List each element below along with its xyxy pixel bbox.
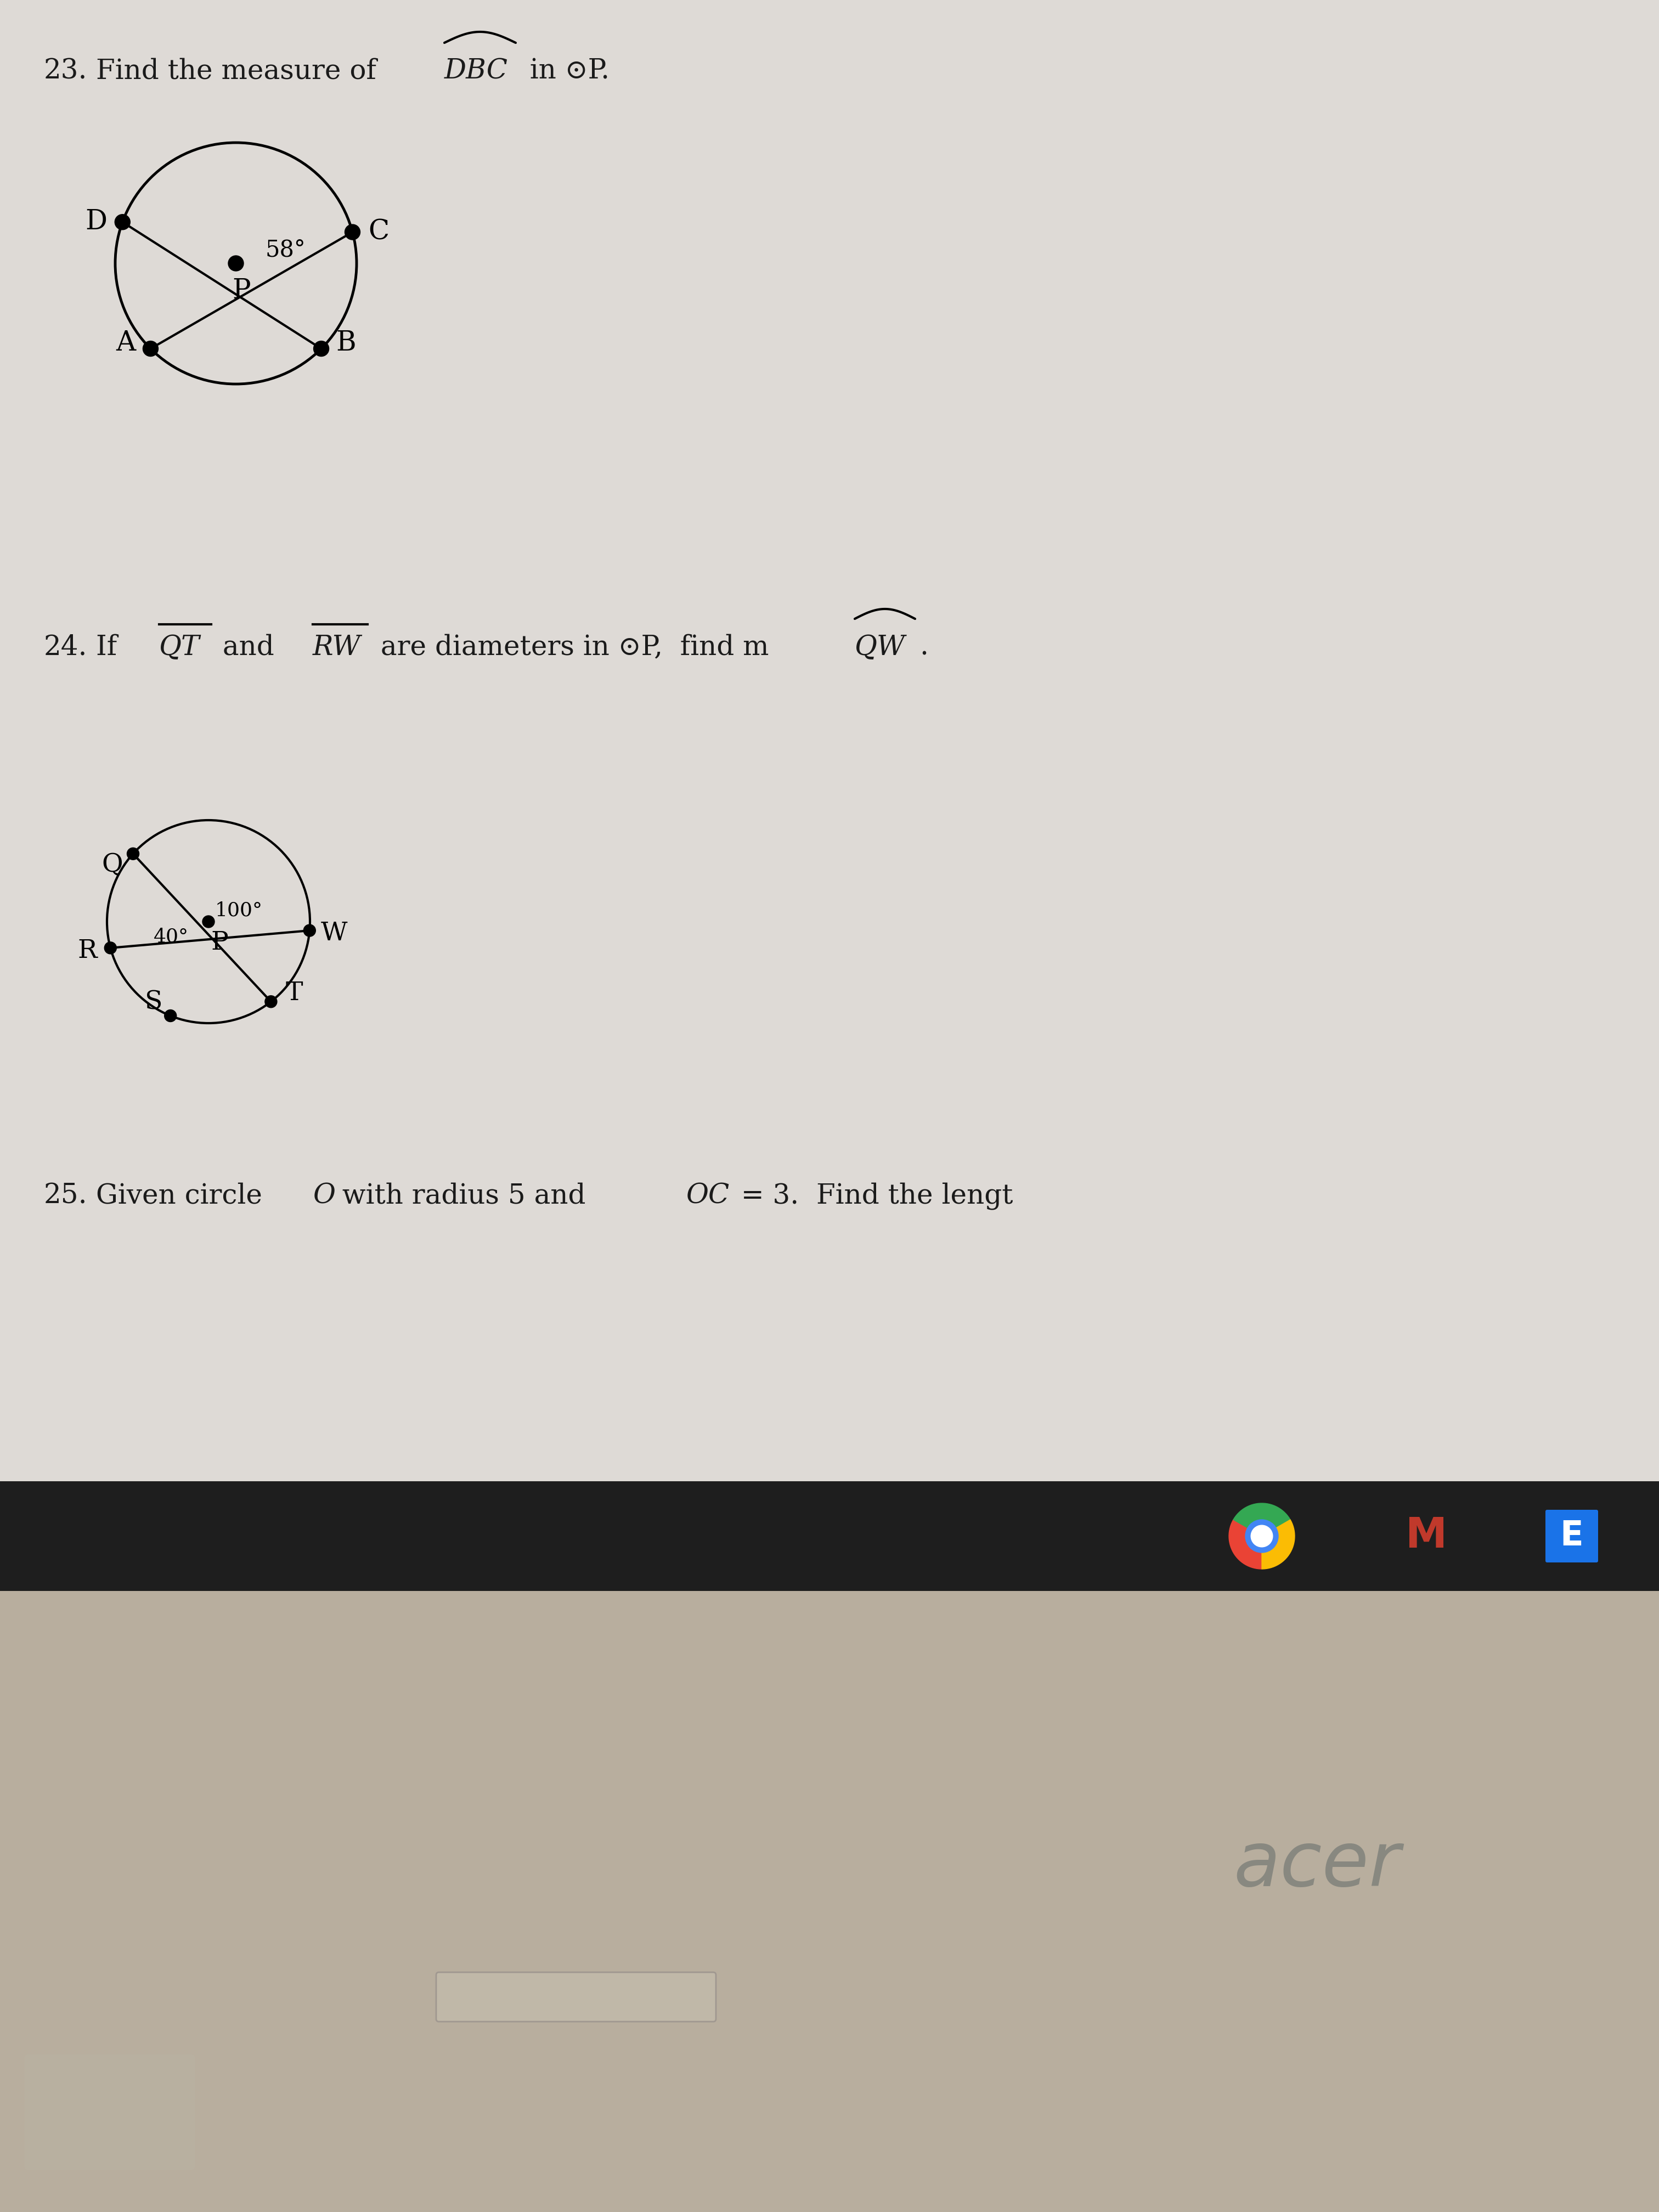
Text: DBC: DBC [445,58,508,84]
Circle shape [229,257,244,272]
Text: If: If [96,635,126,661]
Text: = 3.  Find the lengt: = 3. Find the lengt [732,1181,1014,1210]
Text: M: M [1405,1515,1447,1557]
Circle shape [114,215,129,230]
Text: in ⊙P.: in ⊙P. [521,58,609,84]
Circle shape [143,341,158,356]
FancyBboxPatch shape [25,2055,194,2170]
Text: RW: RW [312,635,362,661]
Text: 40°: 40° [154,927,189,947]
Text: 25.: 25. [43,1183,88,1210]
Text: R: R [78,938,98,962]
Text: S: S [144,989,163,1015]
Text: 58°: 58° [265,239,305,261]
Circle shape [128,847,139,860]
Circle shape [1246,1520,1279,1553]
Text: Q: Q [101,852,123,878]
Text: OC: OC [685,1183,730,1210]
Text: Given circle: Given circle [96,1183,270,1210]
Text: 24.: 24. [43,635,88,661]
Text: and: and [214,635,284,661]
Circle shape [202,916,214,927]
Text: E: E [1559,1520,1583,1553]
Text: A: A [116,330,136,356]
Circle shape [345,223,360,239]
Circle shape [164,1009,176,1022]
Circle shape [304,925,315,936]
Text: T: T [285,980,302,1006]
Circle shape [105,942,116,953]
Text: QW: QW [854,635,906,661]
Text: P: P [232,276,251,305]
Bar [0,1482,1659,1590]
Text: D: D [85,208,108,237]
Circle shape [1251,1526,1272,1546]
Text: 100°: 100° [214,900,262,920]
Text: QT: QT [159,635,199,661]
Text: Find the measure of: Find the measure of [96,58,385,84]
Bar [0,1590,1659,2212]
Polygon shape [1262,1520,1294,1568]
FancyBboxPatch shape [436,1973,717,2022]
Text: with radius 5 and: with radius 5 and [333,1183,594,1210]
Text: O: O [312,1183,335,1210]
FancyBboxPatch shape [1546,1511,1598,1562]
Text: B: B [335,330,357,356]
Text: 23.: 23. [43,58,88,84]
Polygon shape [1229,1520,1262,1568]
Text: .: . [919,635,929,661]
Circle shape [265,995,277,1009]
Text: C: C [368,219,390,246]
Text: W: W [320,920,348,947]
Text: acer: acer [1233,1829,1400,1902]
Bar [0,0,1659,1482]
Text: P: P [211,929,229,956]
Text: are diameters in ⊙P,  find m: are diameters in ⊙P, find m [372,635,778,661]
Circle shape [314,341,328,356]
Polygon shape [1233,1504,1291,1535]
